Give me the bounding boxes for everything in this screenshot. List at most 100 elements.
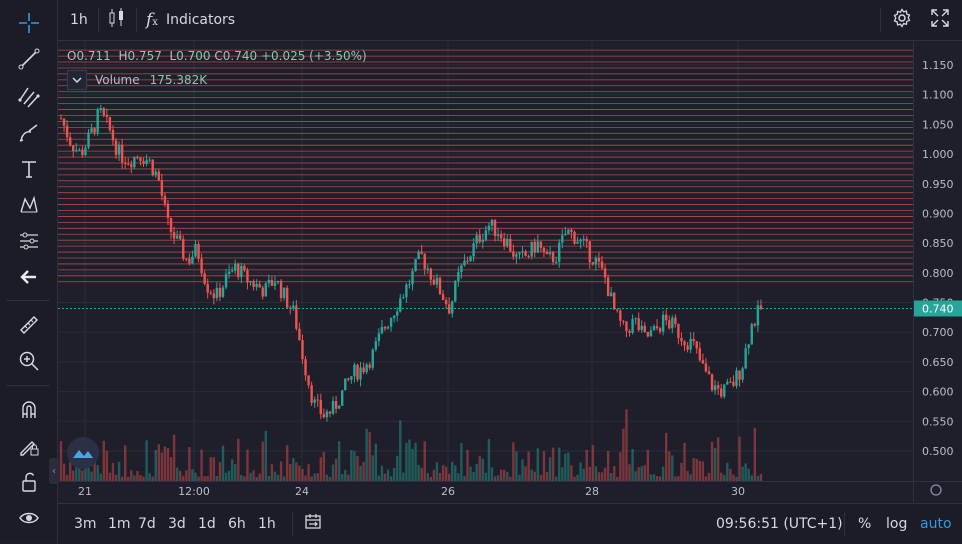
range-button-3d[interactable]: 3d xyxy=(168,504,186,544)
candle-body xyxy=(512,251,515,257)
volume-bar xyxy=(175,467,179,481)
candle-body xyxy=(499,234,503,239)
candle-body xyxy=(359,367,362,380)
volume-bar xyxy=(457,473,460,481)
date-range-button[interactable] xyxy=(304,504,322,544)
range-label: 7d xyxy=(138,516,156,532)
indicators-button[interactable]: fx Indicators xyxy=(146,0,235,40)
auto-toggle[interactable]: auto xyxy=(920,504,952,544)
eye-icon[interactable] xyxy=(0,501,57,535)
candle-body xyxy=(509,238,512,252)
range-button-1m[interactable]: 1m xyxy=(108,504,131,544)
text-icon[interactable] xyxy=(0,152,57,186)
volume-bar xyxy=(634,471,637,481)
volume-bar xyxy=(374,443,378,481)
volume-bar xyxy=(606,450,610,481)
crosshair-icon[interactable] xyxy=(0,6,57,40)
volume-bar xyxy=(713,447,717,481)
volume-bar xyxy=(72,470,75,481)
volume-bar xyxy=(616,476,619,481)
settings-button[interactable] xyxy=(892,0,912,40)
volume-bar xyxy=(368,432,371,481)
range-button-7d[interactable]: 7d xyxy=(138,504,156,544)
volume-bar xyxy=(365,428,368,481)
candle-body xyxy=(634,318,637,320)
volume-bar xyxy=(130,470,133,481)
candle-body xyxy=(622,320,625,322)
volume-bar xyxy=(426,473,429,481)
price-tick-label: 1.100 xyxy=(922,89,954,102)
measure-lines-icon[interactable] xyxy=(0,224,57,258)
volume-bar xyxy=(502,469,506,481)
candle-body xyxy=(750,324,753,345)
candle-body xyxy=(258,283,261,288)
time-tick-label: 26 xyxy=(441,485,455,498)
volume-bar xyxy=(539,475,543,481)
change-value: +0.025 (+3.50%) xyxy=(260,49,367,63)
candle-body xyxy=(454,281,457,302)
volume-bar xyxy=(237,438,240,481)
chevron-down-icon xyxy=(72,73,82,87)
interval-button[interactable]: 1h xyxy=(70,0,88,40)
volume-bar xyxy=(350,450,353,481)
back-arrow-icon[interactable] xyxy=(0,260,57,294)
volume-bar xyxy=(735,476,738,481)
collapse-toolbar-button[interactable]: ‹ xyxy=(49,458,59,484)
range-button-6h[interactable]: 6h xyxy=(228,504,246,544)
range-button-1h[interactable]: 1h xyxy=(258,504,276,544)
log-toggle[interactable]: log xyxy=(886,504,907,544)
fullscreen-button[interactable] xyxy=(930,0,950,40)
candle-body xyxy=(738,370,741,380)
candle-body xyxy=(692,338,695,342)
candle-body xyxy=(203,273,206,284)
candle-body xyxy=(267,279,271,284)
candles-icon xyxy=(108,7,126,33)
volume-bar xyxy=(276,474,280,481)
fib-retracement-icon[interactable] xyxy=(0,80,57,114)
candle-body xyxy=(726,381,729,385)
volume-bar xyxy=(429,476,433,481)
time-tick-label: 21 xyxy=(78,485,92,498)
candle-body xyxy=(732,381,735,386)
collapse-legend-button[interactable] xyxy=(67,70,87,90)
chart-type-button[interactable] xyxy=(108,0,126,40)
candle-body xyxy=(484,230,488,240)
price-chart[interactable]: 1.150 1.100 1.050 1.000 0.950 0.900 0.850 0.800… xyxy=(58,41,962,502)
unlock-icon[interactable] xyxy=(0,465,57,499)
axis-settings-icon[interactable] xyxy=(930,484,942,496)
volume-bar xyxy=(243,476,246,481)
volume-bar xyxy=(197,476,200,481)
candle-body xyxy=(655,326,659,329)
lock-drawing-icon[interactable] xyxy=(0,429,57,463)
volume-bar xyxy=(261,441,264,481)
brush-icon[interactable] xyxy=(0,116,57,150)
range-button-1d[interactable]: 1d xyxy=(198,504,216,544)
candle-body xyxy=(282,287,286,299)
candle-body xyxy=(237,263,240,278)
volume-bar xyxy=(716,437,720,481)
volume-bar xyxy=(472,471,475,481)
tradingview-logo[interactable] xyxy=(67,437,99,469)
volume-bar xyxy=(588,466,591,481)
candle-body xyxy=(441,294,445,301)
zoom-in-icon[interactable] xyxy=(0,344,57,378)
trend-line-icon[interactable] xyxy=(0,42,57,76)
range-button-3m[interactable]: 3m xyxy=(74,504,97,544)
clock-label: 09:56:51 (UTC+1) xyxy=(716,516,843,532)
volume-bar xyxy=(331,464,335,481)
candle-body xyxy=(753,324,757,326)
ruler-icon[interactable] xyxy=(0,308,57,342)
candle-body xyxy=(392,315,396,319)
timezone-clock[interactable]: 09:56:51 (UTC+1) xyxy=(716,504,843,544)
volume-bar xyxy=(362,462,365,481)
candle-body xyxy=(246,270,249,283)
volume-bar xyxy=(200,449,203,481)
pattern-icon[interactable] xyxy=(0,188,57,222)
volume-bar xyxy=(567,452,570,481)
low-value: 0.700 xyxy=(176,49,211,63)
magnet-icon[interactable] xyxy=(0,393,57,427)
candle-body xyxy=(420,251,423,254)
gear-icon xyxy=(892,8,912,32)
candle-body xyxy=(432,279,436,285)
percent-toggle[interactable]: % xyxy=(858,504,871,544)
